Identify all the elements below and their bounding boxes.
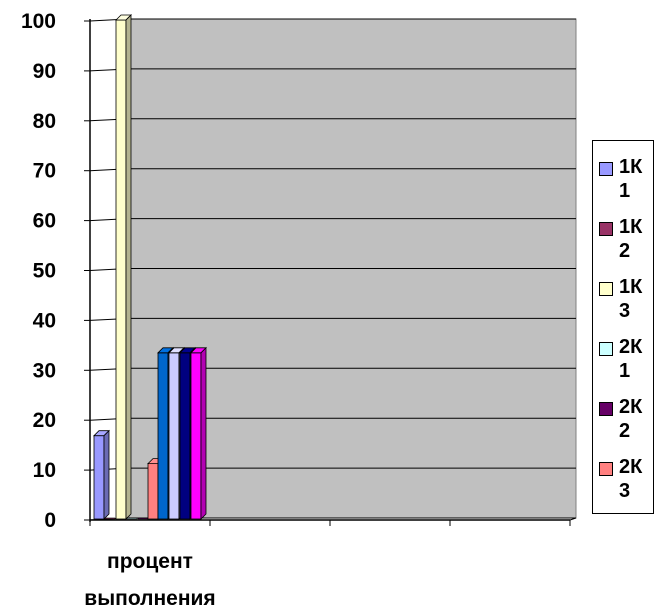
y-tick-label: 30 — [33, 359, 56, 382]
bar-1К-3 — [115, 14, 132, 520]
bars — [93, 14, 207, 520]
bar-1К-1 — [93, 429, 110, 520]
y-tick-labels: 0 10 20 30 40 50 60 70 80 90 100 — [21, 10, 56, 532]
legend-swatch — [599, 342, 613, 356]
legend-item: 1К 2 — [599, 215, 653, 271]
legend-swatch — [599, 162, 613, 176]
legend-item: 2К 1 — [599, 335, 653, 391]
bar-group2-4 — [190, 346, 207, 520]
legend-swatch — [599, 222, 613, 236]
y-tick-label: 50 — [33, 260, 56, 283]
y-tick-label: 90 — [33, 60, 56, 83]
x-category-labels: процент выполнения — [84, 550, 215, 610]
legend-item: 1К 1 — [599, 155, 653, 211]
legend-label: 2К 1 — [619, 336, 643, 382]
legend-swatch — [599, 282, 613, 296]
legend-label: 1К 3 — [619, 276, 643, 322]
x-category-label: процент — [107, 550, 193, 573]
y-tick-label: 10 — [33, 459, 56, 482]
y-tick-label: 40 — [33, 309, 56, 332]
bar-1К-2 — [104, 517, 116, 520]
legend-swatch — [599, 402, 613, 416]
y-tick-label: 100 — [21, 10, 56, 33]
bar-2К-2 — [137, 517, 149, 520]
legend-label: 2К 3 — [619, 456, 643, 502]
bar-2К-1 — [126, 517, 138, 520]
legend-label: 1К 2 — [619, 216, 643, 262]
y-tick-label: 70 — [33, 160, 56, 183]
legend-label: 2К 2 — [619, 396, 643, 442]
legend-item: 2К 2 — [599, 395, 653, 451]
x-category-label: выполнения — [84, 587, 215, 610]
axes — [84, 19, 577, 526]
legend-item: 1К 3 — [599, 275, 653, 331]
legend-item: 2К 3 — [599, 455, 653, 511]
y-tick-label: 0 — [44, 509, 56, 532]
legend-label: 1К 1 — [619, 156, 643, 202]
legend-swatch — [599, 462, 613, 476]
y-tick-label: 20 — [33, 409, 56, 432]
legend: 1К 1 1К 2 1К 3 2К 1 2К 2 2К 3 — [592, 140, 654, 514]
y-tick-label: 80 — [33, 110, 56, 133]
y-tick-label: 60 — [33, 210, 56, 233]
x-axis-depth — [569, 517, 577, 521]
